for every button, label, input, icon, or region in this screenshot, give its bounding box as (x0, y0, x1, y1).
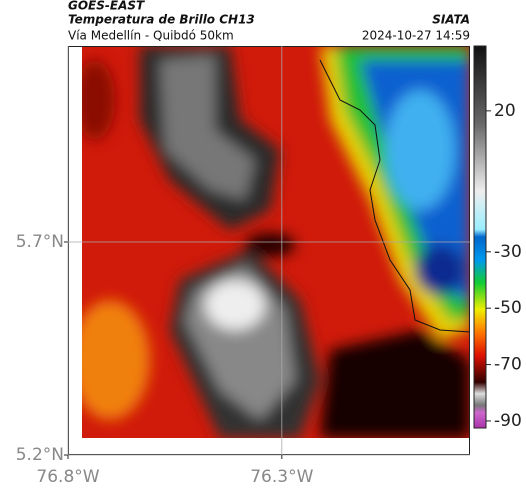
x-tick-label: 76.8°W (36, 467, 99, 487)
route: Vía Medellín - Quibdó 50km (68, 29, 234, 43)
satellite: GOES-EAST (68, 0, 145, 13)
timestamp: 2024-10-27 14:59 (362, 29, 470, 43)
colorbar-tick-label: -90 (494, 411, 522, 431)
colorbar-tick-label: -70 (494, 355, 522, 375)
x-tick-label: 76.3°W (250, 467, 313, 487)
satellite-image (82, 46, 470, 438)
colorbar-tick-label: -30 (494, 242, 522, 262)
y-tick-label: 5.2°N (16, 445, 64, 465)
colorbar-tick-label: 20 (494, 101, 516, 121)
map-frame (68, 46, 470, 455)
source: SIATA (432, 13, 470, 27)
colorbar (473, 45, 487, 429)
colorbar-tick-label: -50 (494, 298, 522, 318)
y-tick-label: 5.7°N (16, 232, 64, 252)
product: Temperatura de Brillo CH13 (68, 13, 255, 27)
